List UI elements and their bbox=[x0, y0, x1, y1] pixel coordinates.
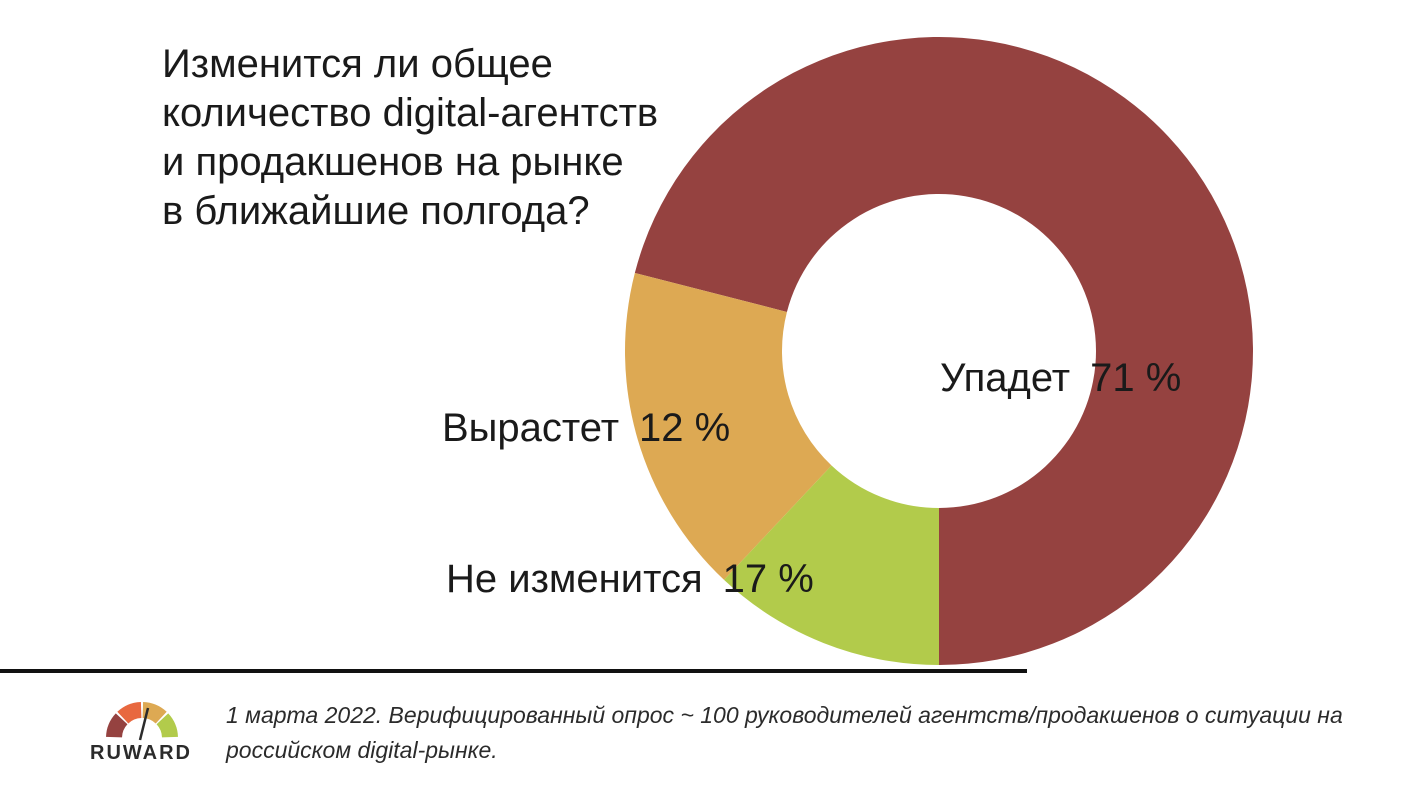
slice-label-value: 12 % bbox=[639, 406, 731, 450]
logo-segment bbox=[106, 713, 128, 738]
slice-label-text: Упадет bbox=[940, 356, 1071, 400]
logo-segment bbox=[117, 702, 142, 724]
ruward-logo-icon bbox=[106, 702, 178, 741]
slice-label-unchanged: Не изменится 17 % bbox=[446, 556, 814, 602]
logo-segment bbox=[156, 713, 178, 738]
slice-label-value: 71 % bbox=[1090, 356, 1182, 400]
slice-label-text: Вырастет bbox=[442, 406, 620, 450]
slice-label-grow: Вырастет 12 % bbox=[442, 405, 730, 451]
donut-slice-2 bbox=[724, 465, 939, 665]
chart-title: Изменится ли общее количество digital-аг… bbox=[162, 42, 659, 233]
donut-slice-0 bbox=[634, 36, 1253, 665]
slice-label-fall: Упадет 71 % bbox=[940, 355, 1181, 401]
logo-segment bbox=[142, 702, 167, 724]
logo-text: RUWARD bbox=[90, 742, 192, 764]
footer-divider bbox=[0, 669, 1027, 673]
footnote: 1 марта 2022. Верифицированный опрос ~ 1… bbox=[226, 702, 1343, 763]
donut-slice-1 bbox=[625, 272, 832, 580]
slice-label-text: Не изменится bbox=[446, 557, 703, 601]
logo-needle bbox=[138, 707, 150, 741]
slice-label-value: 17 % bbox=[722, 557, 814, 601]
